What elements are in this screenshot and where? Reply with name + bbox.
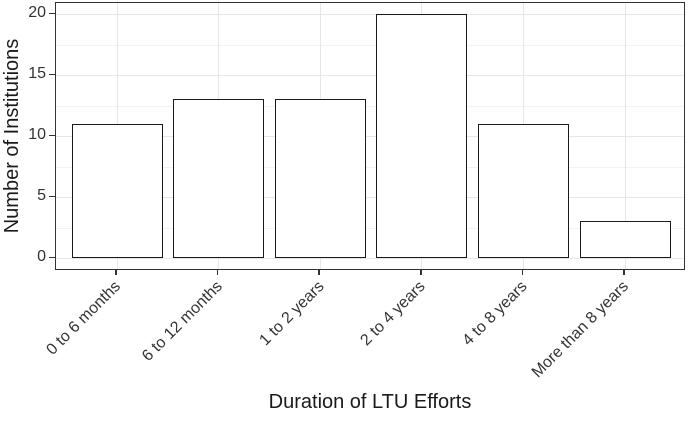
x-axis-title: Duration of LTU Efforts — [268, 391, 472, 413]
gridline-major-h — [56, 258, 684, 259]
x-tick — [318, 270, 320, 275]
y-axis-title: Number of Institutions — [1, 38, 23, 234]
x-tick-label: 0 to 6 months — [43, 278, 125, 359]
gridline-major-h — [56, 136, 684, 137]
y-tick-label: 15 — [28, 65, 46, 82]
gridline-minor-h — [56, 44, 684, 46]
x-tick-label: 2 to 4 years — [357, 278, 429, 350]
gridline-major-v — [624, 3, 626, 269]
x-tick-label: More than 8 years — [528, 278, 633, 382]
x-tick — [521, 270, 524, 275]
plot-panel — [55, 2, 685, 270]
gridline-major-h — [56, 75, 684, 76]
y-tick — [49, 134, 55, 136]
x-tick — [623, 270, 625, 275]
x-tick-label: 1 to 2 years — [256, 278, 328, 350]
x-tick-label: 4 to 8 years — [459, 278, 531, 350]
y-tick-label: 0 — [37, 248, 46, 265]
y-tick — [49, 195, 55, 197]
y-tick-label: 10 — [28, 126, 46, 143]
bar — [274, 99, 366, 258]
bar — [477, 123, 569, 258]
x-tick — [216, 270, 219, 275]
y-tick — [49, 73, 55, 75]
x-tick — [115, 270, 117, 275]
bar — [173, 99, 265, 258]
gridline-minor-h — [56, 105, 684, 107]
x-tick — [420, 270, 422, 275]
bar — [376, 14, 468, 258]
x-tick-label: 6 to 12 months — [138, 278, 226, 365]
bar — [579, 221, 671, 258]
gridline-minor-h — [56, 166, 684, 168]
gridline-minor-h — [56, 227, 684, 229]
y-tick-label: 5 — [37, 187, 46, 204]
y-tick-label: 20 — [28, 4, 46, 21]
gridline-major-h — [56, 197, 684, 198]
gridline-major-h — [56, 14, 684, 15]
y-tick — [49, 12, 55, 14]
bar — [71, 123, 163, 258]
y-tick — [49, 256, 55, 258]
